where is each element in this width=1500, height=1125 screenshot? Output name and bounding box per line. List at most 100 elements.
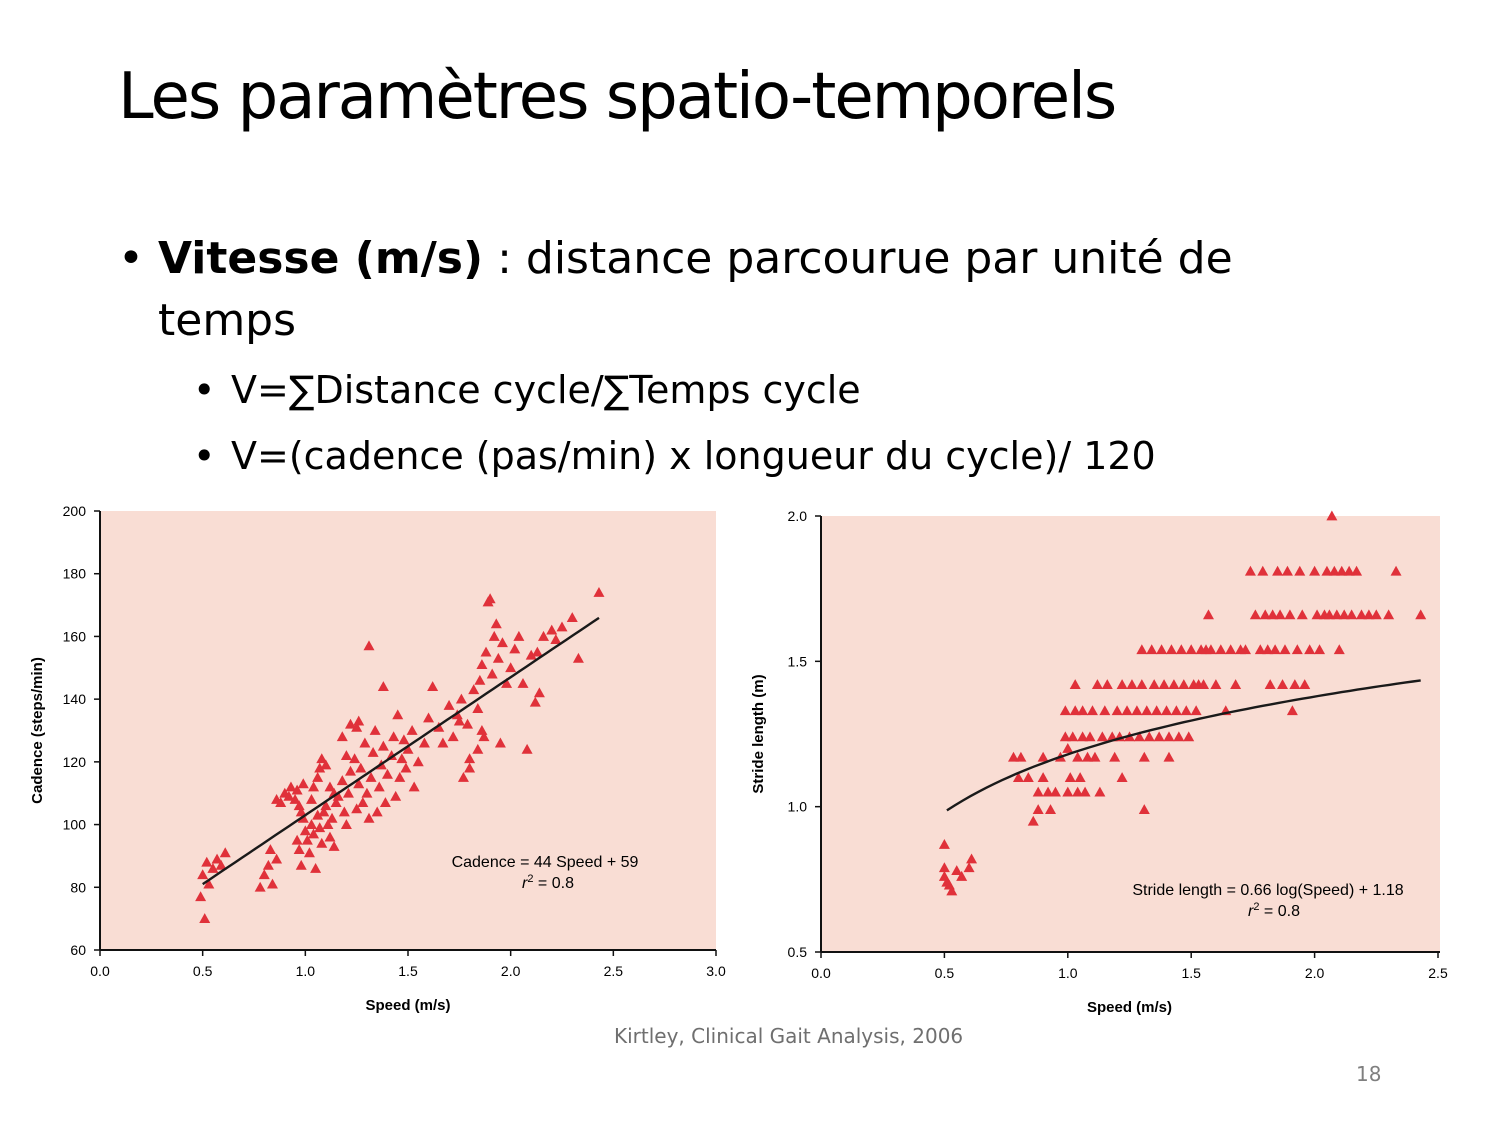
- data-point: [1264, 679, 1276, 689]
- data-point: [1136, 679, 1148, 689]
- r-squared-annotation: r2 = 0.8: [522, 873, 574, 892]
- data-point: [285, 781, 297, 792]
- data-point: [1244, 565, 1256, 576]
- data-point: [1355, 609, 1367, 620]
- r-value: = 0.8: [1259, 903, 1300, 920]
- data-point: [1383, 609, 1395, 620]
- data-point: [1363, 609, 1375, 620]
- data-point: [437, 737, 449, 748]
- data-point: [457, 772, 469, 782]
- data-point: [505, 662, 517, 673]
- data-point: [1161, 705, 1173, 716]
- data-point: [1141, 705, 1153, 716]
- data-point: [340, 750, 352, 760]
- data-point: [293, 844, 305, 855]
- data-point: [1086, 705, 1098, 716]
- y-tick-label: 140: [63, 691, 87, 707]
- page-number: 18: [1356, 1062, 1382, 1086]
- data-point: [963, 862, 975, 873]
- data-point: [1338, 609, 1350, 620]
- data-point: [312, 772, 324, 782]
- x-tick-label: 0.5: [193, 963, 213, 979]
- data-point: [377, 740, 389, 751]
- data-point: [394, 772, 406, 782]
- data-point: [215, 859, 227, 870]
- data-point: [301, 834, 313, 845]
- data-point: [453, 715, 465, 726]
- data-point: [956, 870, 968, 881]
- data-point: [1032, 804, 1044, 814]
- data-point: [351, 803, 363, 814]
- r-squared-annotation: r2 = 0.8: [1248, 901, 1300, 920]
- subbullet-dot: •: [193, 368, 216, 412]
- r-symbol: r: [522, 875, 528, 892]
- bullet-dot: •: [118, 233, 144, 284]
- data-point: [322, 819, 334, 829]
- data-point: [258, 869, 270, 880]
- data-point: [1062, 743, 1074, 753]
- data-point: [316, 837, 328, 848]
- data-point: [388, 731, 400, 742]
- data-point: [1274, 609, 1286, 620]
- data-point: [271, 853, 283, 864]
- data-point: [490, 618, 502, 629]
- data-point: [1183, 731, 1195, 742]
- data-point: [353, 715, 365, 726]
- data-point: [1163, 731, 1175, 742]
- data-point: [1168, 679, 1180, 689]
- data-point: [474, 674, 486, 685]
- data-point: [488, 630, 500, 641]
- data-point: [1067, 731, 1079, 742]
- data-point: [342, 787, 354, 798]
- data-point: [484, 593, 496, 604]
- data-point: [533, 687, 545, 698]
- data-point: [1116, 679, 1128, 689]
- data-point: [1225, 644, 1237, 655]
- slide-title: Les paramètres spatio-temporels: [118, 60, 1117, 134]
- data-point: [476, 725, 488, 735]
- data-point: [365, 772, 377, 782]
- data-point: [1173, 731, 1185, 742]
- subbullet-text: V=∑Distance cycle/∑Temps cycle: [231, 368, 861, 412]
- data-point: [392, 709, 404, 720]
- data-point: [305, 793, 317, 804]
- data-point: [254, 881, 266, 892]
- data-point: [332, 790, 344, 801]
- data-point: [1151, 705, 1163, 716]
- data-point: [1077, 705, 1089, 716]
- regression-line: [202, 616, 600, 886]
- data-point: [1062, 786, 1074, 797]
- y-axis-label: Stride length (m): [750, 674, 767, 793]
- r-symbol: r: [1248, 903, 1254, 920]
- data-point: [262, 859, 274, 870]
- data-point: [328, 841, 340, 851]
- data-point: [412, 756, 424, 767]
- data-point: [938, 838, 950, 849]
- data-point: [496, 637, 508, 648]
- data-point: [1084, 731, 1096, 742]
- data-point: [593, 587, 605, 597]
- bullet-definition: : distance parcourue par unité de temps: [158, 233, 1233, 346]
- data-point: [396, 753, 408, 764]
- data-point: [1272, 565, 1284, 576]
- data-point: [303, 847, 315, 858]
- data-point: [336, 731, 348, 742]
- data-point: [1314, 644, 1326, 655]
- data-point: [1143, 731, 1155, 742]
- data-point: [363, 812, 375, 823]
- data-points: [195, 587, 605, 924]
- data-point: [1296, 609, 1308, 620]
- data-point: [336, 775, 348, 786]
- data-point: [529, 696, 541, 707]
- y-axis-label: Cadence (steps/min): [29, 657, 46, 804]
- data-point: [946, 885, 958, 896]
- data-point: [1022, 772, 1034, 782]
- data-point: [293, 800, 305, 811]
- data-point: [1049, 786, 1061, 797]
- data-point: [464, 762, 476, 773]
- data-point: [266, 878, 278, 889]
- data-point: [1072, 751, 1084, 762]
- data-point: [566, 612, 578, 623]
- data-point: [1077, 731, 1089, 742]
- data-point: [1331, 609, 1343, 620]
